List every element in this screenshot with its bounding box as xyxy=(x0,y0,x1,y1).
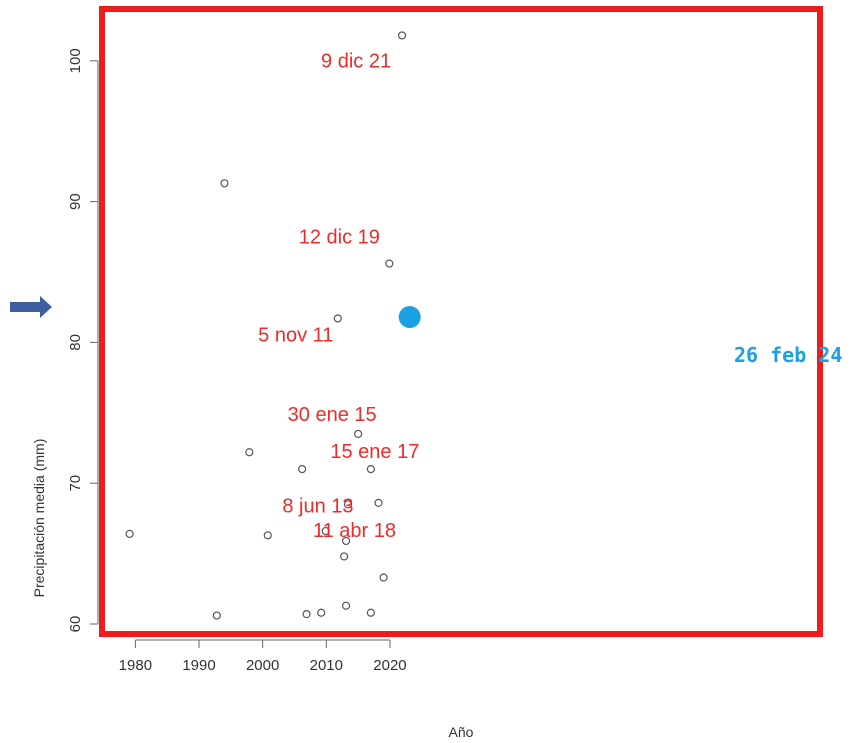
y-axis: 60 70 80 90 100 xyxy=(67,48,99,633)
annotation-label: 8 jun 13 xyxy=(282,495,353,517)
data-point xyxy=(385,259,394,268)
data-point xyxy=(298,465,307,474)
y-tick-label: 60 xyxy=(67,616,84,633)
y-tick-label: 100 xyxy=(67,48,84,73)
data-point xyxy=(340,552,349,561)
data-point xyxy=(354,429,363,439)
annotation-label: 5 nov 11 xyxy=(258,324,333,346)
data-point xyxy=(341,536,351,546)
point-annotations: 9 dic 21 12 dic 19 5 nov 11 30 ene 15 15 ene… xyxy=(258,50,419,541)
x-tick-label: 1990 xyxy=(182,657,215,674)
y-axis-title: Precipitación media (mm) xyxy=(31,439,47,598)
y-tick-label: 70 xyxy=(67,475,84,492)
arrow-marker xyxy=(10,296,52,319)
data-point xyxy=(341,601,351,610)
x-tick-label: 2000 xyxy=(246,657,279,674)
data-point xyxy=(366,465,375,474)
data-point xyxy=(397,31,407,40)
arrow-icon xyxy=(10,296,52,319)
annotation-label: 11 abr 18 xyxy=(313,520,396,542)
annotation-label: 30 ene 15 xyxy=(288,404,377,426)
data-point xyxy=(321,526,330,536)
data-point xyxy=(302,610,311,619)
data-point xyxy=(245,448,254,457)
data-points xyxy=(125,31,407,620)
annotation-label: 12 dic 19 xyxy=(299,227,380,249)
data-point xyxy=(220,179,229,188)
highlight-group: 26 feb 24 xyxy=(398,306,842,367)
highlight-label: 26 feb 24 xyxy=(734,343,842,367)
x-axis-title: Año xyxy=(449,724,474,740)
y-tick-label: 90 xyxy=(67,193,84,210)
data-point xyxy=(333,314,342,323)
annotation-label: 9 dic 21 xyxy=(321,50,391,72)
x-tick-label: 2020 xyxy=(373,657,406,674)
x-tick-label: 1980 xyxy=(119,657,152,674)
data-point xyxy=(343,500,353,509)
data-point xyxy=(374,498,383,508)
data-point xyxy=(263,531,272,540)
data-point xyxy=(212,611,221,620)
x-tick-label: 2010 xyxy=(310,657,343,674)
highlight-point xyxy=(398,306,421,329)
data-point xyxy=(317,608,326,617)
plot-frame xyxy=(99,6,823,637)
data-point xyxy=(366,608,375,617)
data-point xyxy=(125,529,134,538)
y-tick-label: 80 xyxy=(67,334,84,351)
annotation-label: 15 ene 17 xyxy=(330,441,419,463)
data-point xyxy=(379,573,388,582)
x-axis: 1980 1990 2000 2010 2020 xyxy=(119,639,407,674)
